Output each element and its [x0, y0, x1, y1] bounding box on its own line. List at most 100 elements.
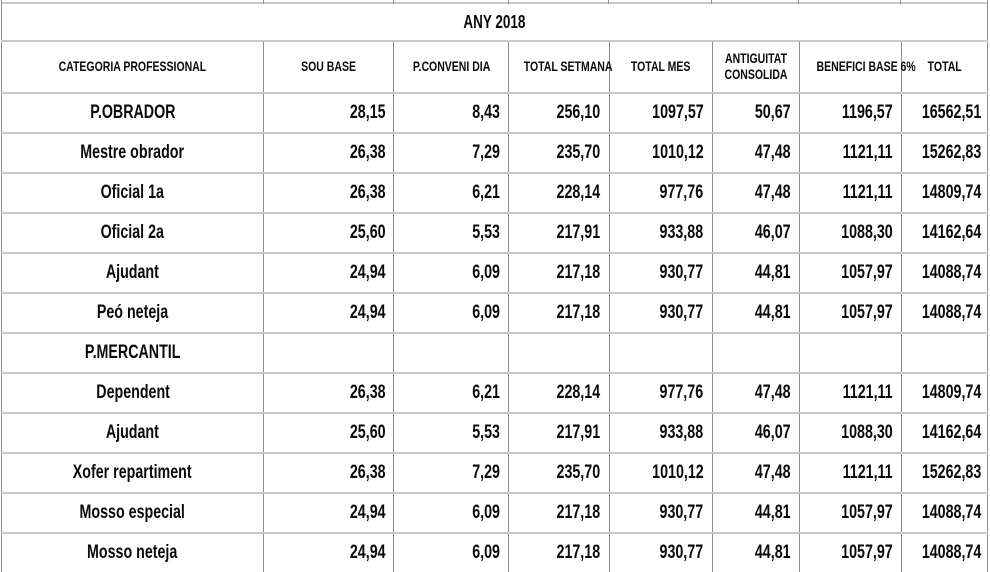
value-cell: 256,10 — [508, 92, 610, 134]
table-row: Mosso neteja 24,94 6,09 217,18 930,77 44,81 10… — [0, 532, 989, 572]
value-cell: 1088,30 — [798, 412, 902, 454]
column-header-label: TOTAL SETMANA — [524, 58, 613, 74]
value-label: 44,81 — [755, 502, 791, 523]
value-cell — [798, 332, 902, 374]
value-label: 47,48 — [755, 142, 791, 163]
value-cell: 1196,57 — [798, 92, 902, 134]
category-cell: Ajudant — [0, 252, 265, 294]
value-label: 25,60 — [349, 422, 386, 443]
value-label: 47,48 — [755, 182, 791, 203]
value-cell: 14088,74 — [900, 532, 989, 572]
value-label: 44,81 — [755, 302, 791, 323]
value-cell: 930,77 — [608, 252, 713, 294]
category-cell: Mestre obrador — [0, 132, 265, 174]
value-cell: 47,48 — [711, 172, 800, 214]
table-body: P.OBRADOR 28,15 8,43 256,10 1097,57 50,67 1196… — [0, 92, 989, 572]
value-label: 933,88 — [660, 222, 704, 243]
value-label: 46,07 — [755, 422, 791, 443]
value-cell: 8,43 — [393, 92, 510, 134]
value-cell: 6,09 — [393, 252, 510, 294]
table-row: Oficial 2a 25,60 5,53 217,91 933,88 46,07 1088… — [0, 212, 989, 254]
value-label: 1057,97 — [841, 502, 893, 523]
value-label: 1088,30 — [841, 222, 893, 243]
value-cell: 24,94 — [263, 292, 395, 334]
value-label: 14088,74 — [921, 302, 981, 323]
column-header-label: ANTIGUITAT CONSOLIDA — [724, 49, 788, 83]
table-row: Oficial 1a 26,38 6,21 228,14 977,76 47,48 1121… — [0, 172, 989, 214]
value-label: 217,18 — [556, 502, 601, 523]
category-label: Peó neteja — [96, 302, 169, 323]
value-cell: 1121,11 — [798, 452, 902, 494]
category-cell: P.OBRADOR — [0, 92, 265, 134]
value-cell: 24,94 — [263, 492, 395, 534]
salary-table: ANY 2018 CATEGORIA PROFESSIONAL SOU BASE… — [0, 4, 989, 572]
value-cell: 47,48 — [711, 452, 800, 494]
table-row: Mosso especial 24,94 6,09 217,18 930,77 44,81… — [0, 492, 989, 534]
value-cell: 217,91 — [508, 212, 610, 254]
value-cell: 26,38 — [263, 172, 395, 214]
value-cell: 217,91 — [508, 412, 610, 454]
value-cell: 1010,12 — [608, 132, 713, 174]
value-label: 1196,57 — [842, 102, 893, 123]
table-title-cell: ANY 2018 — [1, 4, 988, 42]
table-row: Ajudant 24,94 6,09 217,18 930,77 44,81 1057,97… — [0, 252, 989, 294]
column-header-sou-base: SOU BASE — [263, 40, 395, 94]
value-label: 5,53 — [472, 422, 501, 443]
value-label: 24,94 — [349, 542, 386, 563]
category-cell: Oficial 2a — [0, 212, 265, 254]
value-cell: 217,18 — [508, 252, 610, 294]
column-header-label: TOTAL — [927, 58, 962, 74]
value-label: 16562,51 — [921, 102, 981, 123]
column-header-total-setmana: TOTAL SETMANA — [508, 40, 613, 94]
value-cell: 7,29 — [393, 132, 510, 174]
title-row: ANY 2018 — [1, 4, 988, 42]
value-label: 26,38 — [349, 182, 386, 203]
category-label: Oficial 2a — [100, 222, 165, 243]
value-label: 930,77 — [660, 542, 704, 563]
value-cell: 6,21 — [393, 172, 510, 214]
value-cell: 235,70 — [508, 132, 610, 174]
value-cell: 24,94 — [263, 532, 395, 572]
column-header-label: TOTAL MES — [630, 58, 691, 74]
category-label: Mosso especial — [79, 502, 186, 523]
value-cell: 47,48 — [711, 372, 800, 414]
value-cell: 6,09 — [393, 292, 510, 334]
category-cell: Oficial 1a — [0, 172, 265, 214]
category-label: Oficial 1a — [100, 182, 165, 203]
value-cell: 25,60 — [263, 212, 395, 254]
table-row: Ajudant 25,60 5,53 217,91 933,88 46,07 1088,30… — [0, 412, 989, 454]
value-cell: 14162,64 — [900, 212, 989, 254]
value-cell: 1057,97 — [798, 292, 902, 334]
value-label: 217,18 — [556, 542, 601, 563]
value-label: 6,21 — [472, 182, 501, 203]
value-label: 47,48 — [755, 462, 791, 483]
value-cell: 5,53 — [393, 412, 510, 454]
value-cell: 47,48 — [711, 132, 800, 174]
value-label: 14809,74 — [921, 182, 981, 203]
value-label: 8,43 — [472, 102, 501, 123]
value-cell: 16562,51 — [900, 92, 989, 134]
category-label: Ajudant — [106, 262, 160, 283]
table-row: P.OBRADOR 28,15 8,43 256,10 1097,57 50,67 1196… — [0, 92, 989, 134]
value-cell: 930,77 — [608, 492, 713, 534]
value-label: 24,94 — [349, 302, 386, 323]
clipped-row-above — [1, 0, 988, 4]
value-label: 14088,74 — [921, 262, 981, 283]
column-header-label: P.CONVENI DIA — [412, 58, 491, 74]
value-label: 235,70 — [556, 462, 601, 483]
table-row: Peó neteja 24,94 6,09 217,18 930,77 44,81 1057… — [0, 292, 989, 334]
value-cell: 7,29 — [393, 452, 510, 494]
value-label: 1057,97 — [841, 262, 893, 283]
value-cell: 14809,74 — [900, 372, 989, 414]
column-header-label: BENEFICI BASE 6% — [816, 58, 916, 74]
value-label: 6,09 — [472, 302, 501, 323]
value-label: 24,94 — [349, 262, 386, 283]
value-label: 44,81 — [755, 542, 791, 563]
value-label: 6,09 — [472, 262, 501, 283]
value-label: 1088,30 — [841, 422, 893, 443]
category-label: P.OBRADOR — [89, 102, 176, 123]
value-label: 1010,12 — [652, 142, 704, 163]
value-cell — [711, 332, 800, 374]
value-cell: 933,88 — [608, 412, 713, 454]
value-cell: 235,70 — [508, 452, 610, 494]
